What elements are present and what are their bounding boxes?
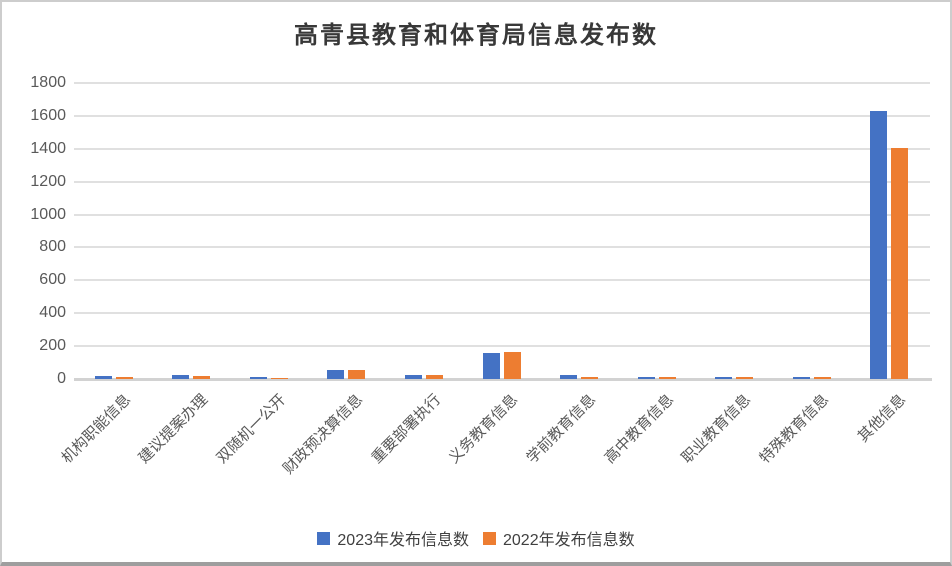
y-tick-label-1600: 1600 xyxy=(30,106,66,124)
y-tick-label-400: 400 xyxy=(39,304,66,322)
bar-series0-学前教育信息 xyxy=(560,375,578,379)
x-axis-line xyxy=(74,378,932,381)
x-category-label-其他信息: 其他信息 xyxy=(854,391,910,446)
y-tick-label-1000: 1000 xyxy=(30,205,66,223)
bar-series1-特殊教育信息 xyxy=(813,377,831,379)
y-tick-label-1800: 1800 xyxy=(30,74,66,91)
legend-label-2022: 2022年发布信息数 xyxy=(503,532,635,549)
bar-series1-财政预决算信息 xyxy=(348,370,366,379)
x-category-label-财政预决算信息: 财政预决算信息 xyxy=(280,391,367,478)
gridline xyxy=(74,312,930,315)
bar-series0-义务教育信息 xyxy=(482,353,500,379)
y-tick-label-1400: 1400 xyxy=(30,139,66,157)
bar-series1-建议提案办理 xyxy=(193,376,211,379)
gridline xyxy=(74,246,930,249)
bar-series1-机构职能信息 xyxy=(115,377,133,379)
x-category-label-义务教育信息: 义务教育信息 xyxy=(445,391,522,467)
legend-label-2023: 2023年发布信息数 xyxy=(337,532,469,549)
x-category-label-特殊教育信息: 特殊教育信息 xyxy=(756,391,832,467)
bar-series1-其他信息 xyxy=(891,148,909,379)
legend: 2023年发布信息数 2022年发布信息数 xyxy=(2,526,950,550)
gridline xyxy=(74,213,930,216)
bar-series0-高中教育信息 xyxy=(637,377,655,379)
x-category-label-建议提案办理: 建议提案办理 xyxy=(135,391,212,467)
x-category-label-机构职能信息: 机构职能信息 xyxy=(58,391,134,467)
chart-title: 高青县教育和体育局信息发布数 xyxy=(294,22,658,49)
bar-series1-学前教育信息 xyxy=(581,377,599,379)
legend-item-2023: 2023年发布信息数 xyxy=(317,526,469,550)
bar-series1-义务教育信息 xyxy=(503,352,521,379)
bar-series0-财政预决算信息 xyxy=(327,370,345,379)
gridline xyxy=(74,180,930,183)
gridline xyxy=(74,114,930,117)
y-tick-label-800: 800 xyxy=(39,238,66,256)
bar-series1-高中教育信息 xyxy=(658,377,676,379)
bar-series0-机构职能信息 xyxy=(94,376,112,379)
bar-series1-双随机一公开 xyxy=(270,378,288,379)
y-tick-label-200: 200 xyxy=(39,337,66,355)
x-category-label-高中教育信息: 高中教育信息 xyxy=(601,391,677,467)
gridline xyxy=(74,147,930,150)
bar-series0-特殊教育信息 xyxy=(792,377,810,379)
legend-item-2022: 2022年发布信息数 xyxy=(483,526,635,550)
gridline xyxy=(74,279,930,282)
y-tick-label-600: 600 xyxy=(39,271,66,289)
legend-swatch-2023-icon xyxy=(317,531,331,545)
bar-series0-双随机一公开 xyxy=(249,377,267,379)
bar-series0-职业教育信息 xyxy=(715,377,733,379)
x-category-label-重要部署执行: 重要部署执行 xyxy=(368,391,445,467)
legend-swatch-2022-icon xyxy=(483,531,496,545)
bar-series1-职业教育信息 xyxy=(736,377,754,379)
x-category-label-职业教育信息: 职业教育信息 xyxy=(678,391,755,467)
bar-series0-重要部署执行 xyxy=(404,375,422,379)
x-category-label-双随机一公开: 双随机一公开 xyxy=(213,391,290,467)
y-tick-label-1200: 1200 xyxy=(30,172,66,190)
gridline xyxy=(74,345,930,348)
bar-series1-重要部署执行 xyxy=(425,375,443,379)
y-tick-label-0: 0 xyxy=(57,370,66,387)
bar-series0-其他信息 xyxy=(870,111,888,379)
bar-series0-建议提案办理 xyxy=(172,375,190,379)
gridline xyxy=(74,82,930,84)
x-category-label-学前教育信息: 学前教育信息 xyxy=(523,391,600,467)
